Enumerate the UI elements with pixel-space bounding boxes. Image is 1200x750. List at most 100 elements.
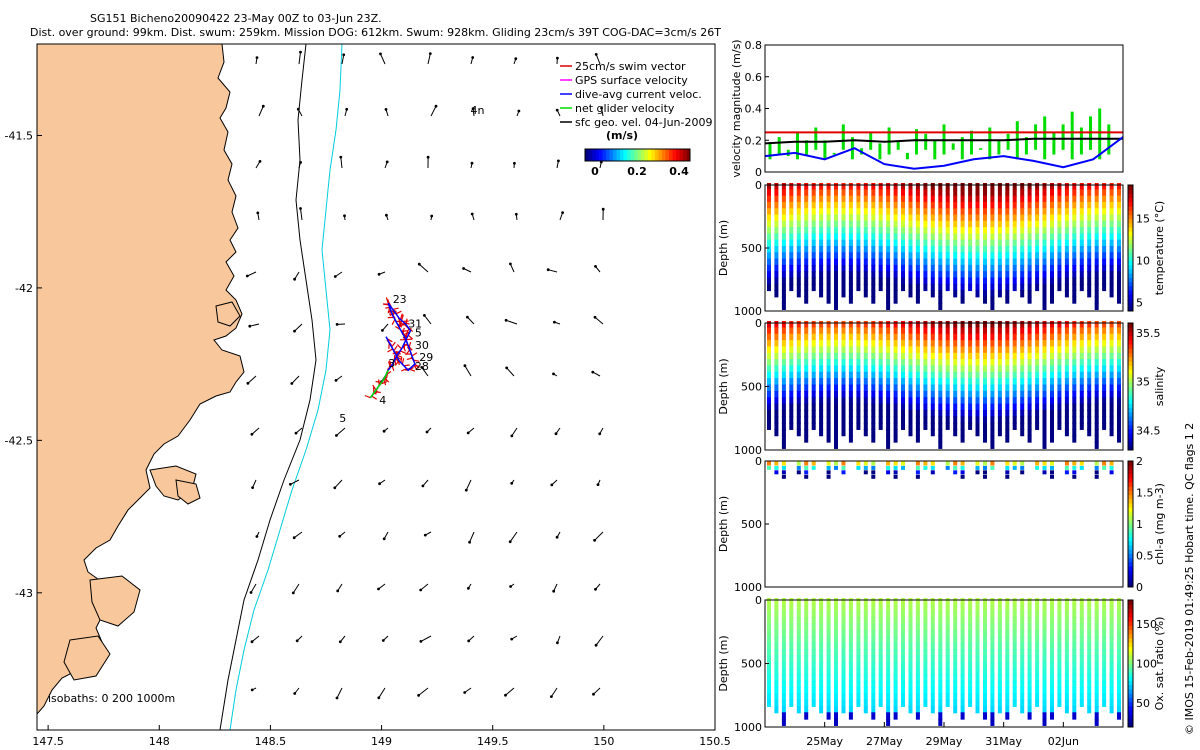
depth-sample: [848, 290, 853, 298]
depth-sample: [819, 246, 824, 254]
depth-sample: [863, 648, 868, 657]
depth-sample: [915, 422, 920, 430]
depth-sample: [908, 674, 913, 682]
chl-sample: [1050, 474, 1054, 479]
depth-sample: [1042, 617, 1047, 625]
depth-sample: [1020, 340, 1025, 348]
depth-sample: [983, 352, 987, 361]
depth-sample: [1087, 283, 1092, 292]
depth-sample: [990, 264, 995, 273]
depth-sample: [1042, 352, 1047, 361]
chl-sample: [774, 465, 779, 470]
depth-sample: [997, 686, 1002, 695]
depth-sample: [997, 201, 1002, 210]
depth-sample: [834, 598, 838, 606]
depth-sample: [1064, 667, 1069, 676]
geo-velocity-arrow: [550, 687, 558, 697]
depth-sample: [871, 648, 876, 657]
y-axis-label: Depth (m): [717, 358, 730, 414]
colorbar-cell: [1128, 633, 1133, 639]
depth-sample: [990, 648, 995, 657]
geo-velocity-arrow: [298, 52, 301, 65]
depth-sample: [1109, 201, 1114, 210]
swim-vector: [391, 341, 396, 348]
colorbar-cell: [602, 149, 607, 161]
depth-sample: [789, 598, 794, 606]
depth-sample: [804, 699, 809, 707]
depth-sample: [953, 422, 958, 430]
depth-sample: [796, 674, 801, 682]
depth-sample: [796, 271, 801, 279]
depth-sample: [871, 283, 876, 292]
depth-sample: [774, 706, 779, 714]
depth-sample: [871, 264, 876, 273]
depth-sample: [871, 227, 876, 235]
colorbar-cell: [676, 149, 680, 161]
depth-sample: [781, 220, 786, 229]
depth-sample: [997, 290, 1002, 298]
depth-sample: [975, 258, 980, 266]
depth-sample: [811, 214, 816, 222]
depth-sample: [863, 195, 868, 203]
depth-sample: [781, 227, 786, 235]
depth-sample: [1064, 201, 1069, 210]
depth-sample: [983, 258, 987, 266]
geo-arrow-head: [250, 432, 254, 436]
depth-sample: [886, 371, 891, 380]
geo-arrow-head: [556, 56, 559, 60]
depth-sample: [893, 409, 898, 418]
depth-sample: [886, 384, 891, 392]
depth-sample: [871, 183, 876, 191]
depth-sample: [1012, 239, 1017, 247]
depth-sample: [953, 409, 958, 418]
depth-sample: [1005, 264, 1010, 273]
depth-sample: [1072, 378, 1077, 386]
depth-sample: [893, 623, 898, 631]
depth-sample: [1064, 271, 1069, 279]
depth-sample: [915, 598, 920, 606]
depth-sample: [1027, 283, 1032, 292]
depth-sample: [983, 321, 987, 329]
depth-sample: [1117, 636, 1121, 644]
colorbar-cell: [1128, 369, 1133, 375]
depth-sample: [848, 201, 853, 210]
depth-sample: [915, 680, 920, 688]
depth-sample: [975, 428, 980, 437]
chl-sample: [1109, 461, 1114, 466]
depth-sample: [893, 340, 898, 348]
depth-sample: [856, 252, 861, 260]
depth-sample: [878, 598, 883, 606]
depth-sample: [1050, 271, 1054, 279]
depth-sample: [811, 655, 816, 663]
depth-sample: [1057, 384, 1062, 392]
depth-sample: [945, 648, 950, 657]
depth-sample: [901, 239, 905, 247]
depth-sample: [1035, 403, 1040, 411]
depth-sample: [774, 246, 779, 254]
depth-sample: [1027, 648, 1032, 657]
depth-sample: [1020, 195, 1025, 203]
depth-sample: [990, 422, 995, 430]
depth-sample: [841, 397, 846, 405]
colorbar-cell: [1128, 331, 1133, 337]
depth-sample: [819, 416, 824, 424]
depth-sample: [767, 327, 771, 335]
depth-sample: [953, 378, 958, 386]
depth-sample: [945, 264, 950, 273]
depth-sample: [1117, 617, 1121, 625]
depth-sample: [1079, 667, 1084, 676]
y-tick-label: 1000: [734, 305, 762, 318]
depth-sample: [826, 227, 831, 235]
depth-sample: [878, 422, 883, 430]
depth-sample: [834, 693, 838, 701]
depth-sample: [1102, 195, 1107, 203]
depth-sample: [1102, 359, 1107, 367]
depth-sample: [893, 365, 898, 373]
depth-sample: [1057, 277, 1062, 285]
depth-sample: [886, 693, 891, 701]
depth-sample: [767, 208, 771, 216]
depth-sample: [1005, 283, 1010, 292]
swim-vector: [411, 352, 418, 357]
depth-sample: [1050, 655, 1054, 663]
